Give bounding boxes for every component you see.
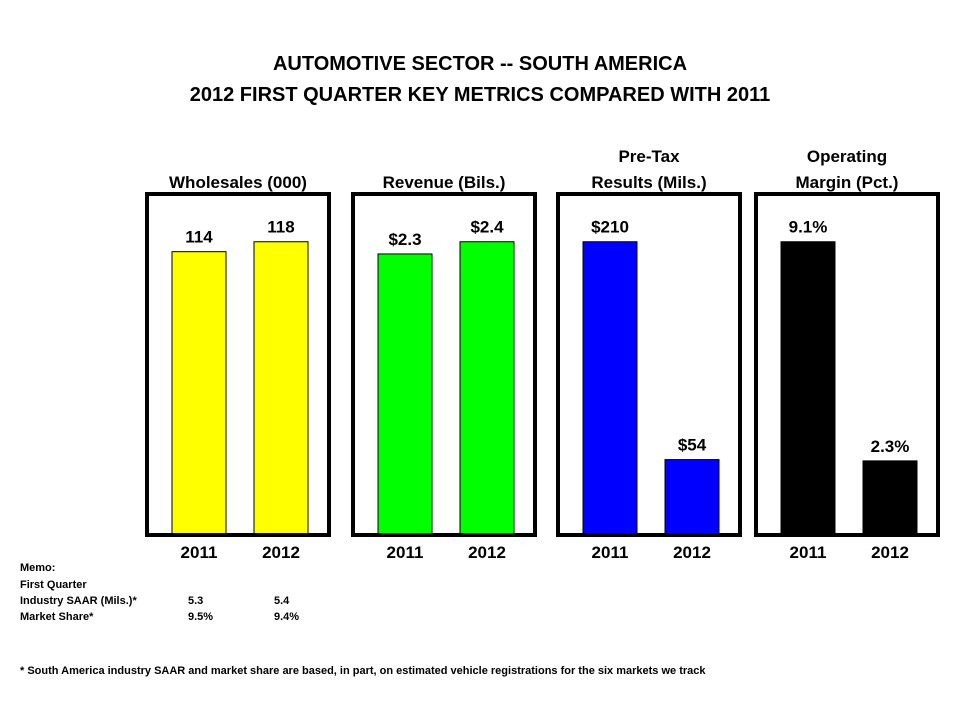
memo-cell: 5.4 (274, 595, 290, 607)
value-label: $2.4 (470, 218, 504, 237)
panel-title: Operating (807, 147, 887, 166)
panel-frame (556, 192, 742, 537)
bar (459, 241, 515, 536)
value-label: $54 (678, 436, 707, 455)
panel-title: Wholesales (000) (169, 173, 307, 192)
category-label: 2012 (468, 543, 506, 562)
panel-title: Results (Mils.) (591, 173, 706, 192)
panel-title: Revenue (Bils.) (383, 173, 506, 192)
panel-frame (145, 192, 331, 537)
footnote: * South America industry SAAR and market… (20, 665, 706, 677)
bar (253, 241, 309, 536)
value-label: 2.3% (871, 437, 910, 456)
bar (171, 251, 227, 536)
memo-cell: 9.4% (274, 611, 299, 623)
category-label: 2011 (181, 543, 218, 562)
panel-frame (351, 192, 537, 537)
memo-cell: 9.5% (188, 611, 213, 623)
memo-heading: Memo: (20, 562, 55, 574)
value-label: 118 (267, 218, 294, 237)
value-label: 114 (185, 228, 213, 247)
memo-cell: Industry SAAR (Mils.)* (20, 595, 137, 607)
panel-title: Margin (Pct.) (796, 173, 899, 192)
memo-cell: Market Share* (20, 611, 94, 623)
bar (664, 459, 720, 536)
bar (377, 253, 433, 536)
bar (582, 241, 638, 536)
category-label: 2011 (387, 543, 424, 562)
memo-cell: 5.3 (188, 595, 203, 607)
category-label: 2012 (673, 543, 711, 562)
value-label: 9.1% (789, 218, 828, 237)
category-label: 2012 (262, 543, 300, 562)
category-label: 2012 (871, 543, 909, 562)
page-subtitle: 2012 FIRST QUARTER KEY METRICS COMPARED … (190, 84, 770, 106)
bar (780, 241, 836, 536)
page-title: AUTOMOTIVE SECTOR -- SOUTH AMERICA (273, 53, 687, 75)
panel-title: Pre-Tax (618, 147, 680, 166)
value-label: $210 (591, 218, 629, 237)
memo-subheading: First Quarter (20, 579, 87, 591)
category-label: 2011 (790, 543, 827, 562)
bar (862, 460, 918, 536)
value-label: $2.3 (388, 230, 421, 249)
panel-frame (754, 192, 940, 537)
category-label: 2011 (592, 543, 629, 562)
